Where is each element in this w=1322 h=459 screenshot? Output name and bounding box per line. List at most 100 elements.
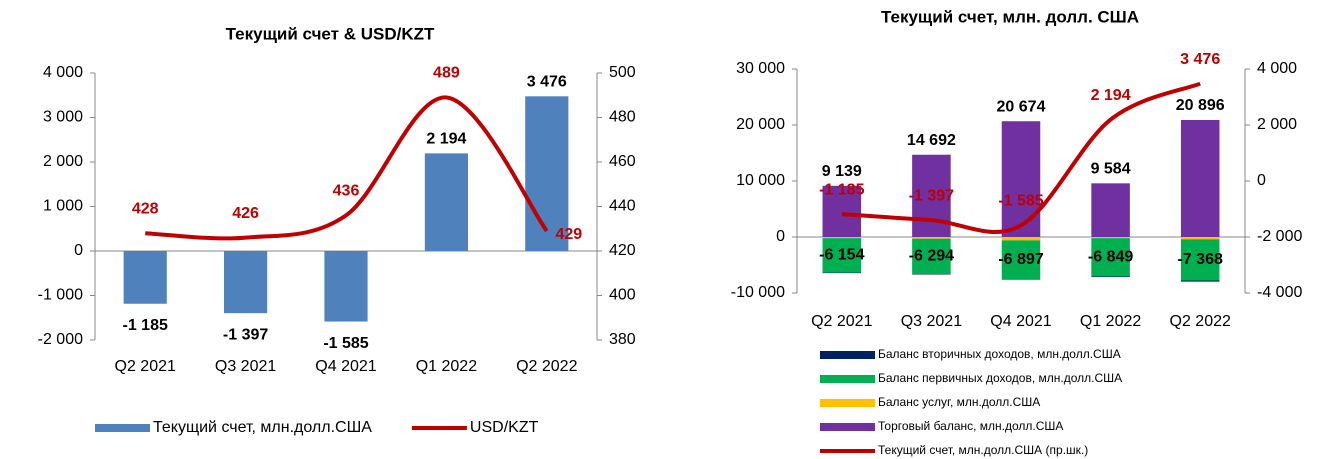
y-tick-label: 30 000 (736, 60, 785, 77)
legend-label: Текущий счет, млн.долл.США (153, 419, 372, 436)
bar (123, 251, 167, 304)
data-label: -6 154 (819, 247, 864, 264)
x-tick-label: Q1 2022 (416, 358, 477, 375)
y-tick-label: -2 000 (38, 331, 83, 348)
data-label: -1 585 (998, 193, 1043, 210)
y2-tick-label: -4 000 (1257, 284, 1302, 301)
data-label: 3 476 (527, 74, 567, 91)
data-label: 9 584 (1091, 161, 1131, 178)
x-tick-label: Q2 2021 (115, 358, 176, 375)
y2-tick-label: 480 (609, 109, 636, 126)
bar (1091, 238, 1130, 277)
bar (912, 237, 951, 239)
x-tick-label: Q2 2021 (811, 313, 872, 330)
data-label: 436 (333, 183, 360, 200)
bar (1001, 240, 1041, 279)
y-tick-label: 0 (74, 242, 83, 259)
bar (1001, 121, 1041, 237)
bar (1180, 237, 1220, 240)
legend-label: Торговый баланс, млн.долл.США (878, 419, 1063, 433)
data-label: -1 397 (909, 187, 954, 204)
bar (224, 251, 268, 314)
bar (324, 251, 368, 322)
data-label: -1 397 (223, 326, 268, 343)
legend-swatch (820, 351, 875, 359)
bar (1091, 276, 1130, 278)
data-label: -7 368 (1178, 251, 1223, 268)
data-label: -6 897 (998, 251, 1043, 268)
y-tick-label: 4 000 (43, 64, 83, 81)
data-label: 428 (132, 200, 159, 217)
data-label: -1 185 (123, 317, 168, 334)
legend-label: Текущий счет, млн.долл.США (пр.шк.) (878, 443, 1088, 457)
data-label: 9 139 (822, 163, 862, 180)
y-tick-label: 20 000 (736, 116, 785, 133)
x-tick-label: Q3 2021 (901, 313, 962, 330)
x-tick-label: Q1 2022 (1080, 313, 1141, 330)
data-label: 20 896 (1176, 97, 1225, 114)
x-tick-label: Q3 2021 (215, 358, 276, 375)
bar (1180, 239, 1220, 281)
y-tick-label: 3 000 (43, 109, 83, 126)
y-tick-label: -10 000 (731, 284, 785, 301)
y2-tick-label: 400 (609, 287, 636, 304)
y-tick-label: -1 000 (38, 287, 83, 304)
chart-title: Текущий счет, млн. долл. США (881, 7, 1139, 26)
y2-tick-label: 0 (1257, 172, 1266, 189)
legend-swatch (820, 375, 875, 383)
bar (1001, 237, 1041, 241)
bar (1091, 183, 1130, 237)
data-label: -1 585 (323, 335, 368, 352)
bar (525, 96, 569, 252)
bar (912, 238, 951, 274)
bar (1091, 237, 1130, 239)
legend-label: USD/KZT (470, 419, 539, 436)
line (841, 81, 1201, 234)
data-label: 3 476 (1180, 51, 1220, 68)
legend-label: Баланс услуг, млн.долл.США (878, 395, 1040, 409)
bar (822, 272, 862, 274)
y-tick-label: 0 (776, 228, 785, 245)
y2-tick-label: 2 000 (1257, 116, 1297, 133)
legend-label: Баланс первичных доходов, млн.долл.США (878, 371, 1122, 385)
legend-swatch (820, 423, 875, 431)
data-label: 14 692 (907, 132, 956, 149)
data-label: -1 185 (819, 181, 864, 198)
bar (822, 238, 862, 273)
data-label: 489 (433, 65, 460, 82)
legend-swatch (95, 424, 150, 432)
data-label: -6 849 (1088, 249, 1133, 266)
data-label: 429 (555, 226, 582, 243)
y2-tick-label: 440 (609, 198, 636, 215)
data-label: 2 194 (426, 131, 466, 148)
bar (822, 237, 862, 239)
x-tick-label: Q4 2021 (315, 358, 376, 375)
data-label: 426 (232, 205, 259, 222)
y2-tick-label: 4 000 (1257, 60, 1297, 77)
y-tick-label: 10 000 (736, 172, 785, 189)
x-tick-label: Q2 2022 (516, 358, 577, 375)
y2-tick-label: 380 (609, 331, 636, 348)
y2-tick-label: 500 (609, 64, 636, 81)
legend-label: Баланс вторичных доходов, млн.долл.США (878, 347, 1121, 361)
y-tick-label: 2 000 (43, 153, 83, 170)
legend-swatch (820, 399, 875, 407)
line (145, 95, 549, 241)
data-label: -6 294 (909, 248, 954, 265)
y2-tick-label: -2 000 (1257, 228, 1302, 245)
bar (1180, 119, 1220, 237)
bar (822, 185, 862, 237)
x-tick-label: Q2 2022 (1170, 313, 1231, 330)
bar (912, 273, 951, 275)
bar (1180, 280, 1220, 282)
y2-tick-label: 420 (609, 242, 636, 259)
bar (1001, 278, 1041, 280)
data-label: 20 674 (997, 98, 1046, 115)
y2-tick-label: 460 (609, 153, 636, 170)
chart-title: Текущий счет & USD/KZT (226, 24, 435, 43)
x-tick-label: Q4 2021 (990, 313, 1051, 330)
bar (424, 153, 468, 251)
y-tick-label: 1 000 (43, 198, 83, 215)
data-label: 2 194 (1091, 87, 1131, 104)
